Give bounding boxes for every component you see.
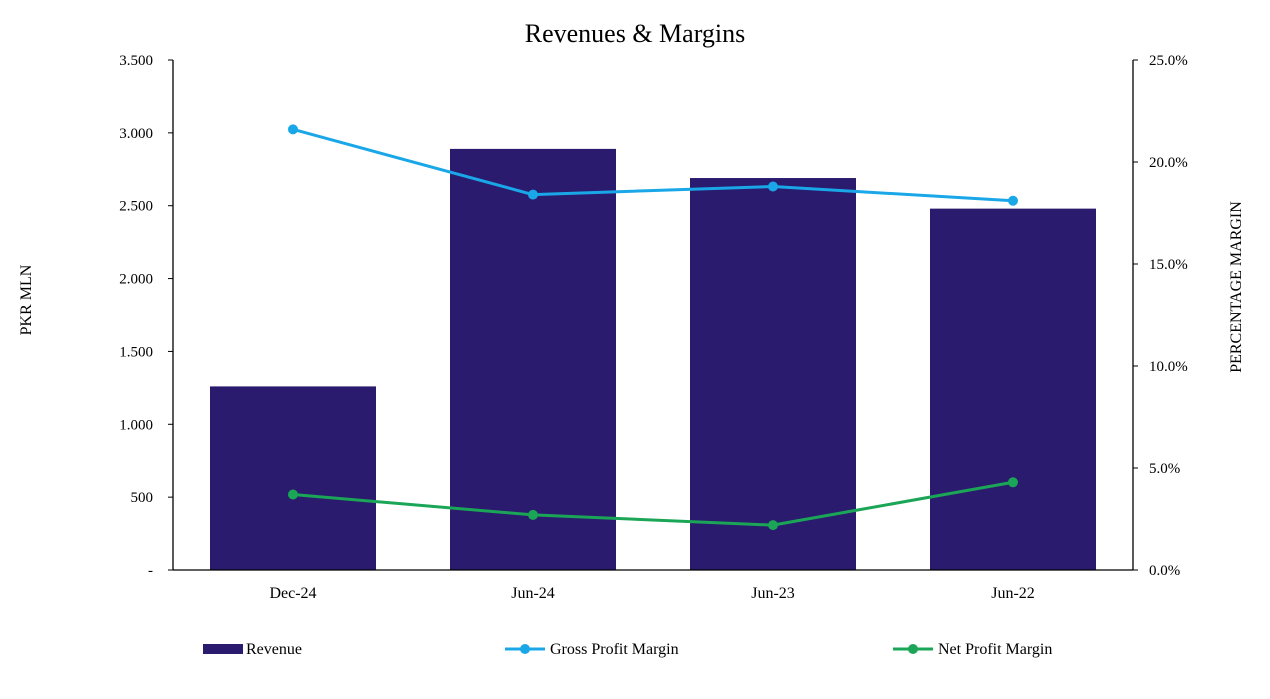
gross-profit-margin-point: [528, 189, 538, 200]
y-tick-label: 500: [131, 490, 154, 506]
y-tick-label: 2.000: [119, 272, 153, 288]
x-tick-label: Dec-24: [269, 585, 316, 602]
legend-marker-net-profit-margin: [908, 644, 918, 654]
revenue-bar: [690, 178, 856, 570]
y-tick-label: 3.000: [119, 126, 153, 142]
y-tick-label: 1.500: [119, 344, 153, 360]
legend-label-revenue: Revenue: [246, 641, 302, 658]
y-tick-label: 1.000: [119, 417, 153, 433]
plot-area: - 500 1.000 1.500 2.000 2.500 3.000 3.500 0.0% 5.…: [119, 53, 1188, 602]
y-tick-label: -: [148, 563, 153, 579]
net-profit-margin-point: [1008, 477, 1018, 488]
gross-profit-margin-line: [292, 127, 1014, 203]
chart-title: Revenues & Margins: [525, 19, 746, 48]
legend-swatch-revenue: [203, 644, 243, 654]
net-profit-margin-point: [288, 489, 298, 500]
y2-tick-label: 5.0%: [1149, 461, 1180, 477]
x-tick-label: Jun-24: [511, 585, 555, 602]
y2-tick-label: 25.0%: [1149, 53, 1188, 69]
y2-tick-label: 15.0%: [1149, 257, 1188, 273]
revenue-bar: [450, 148, 616, 570]
x-tick-label: Jun-22: [991, 585, 1035, 602]
legend-label-net-profit-margin: Net Profit Margin: [938, 641, 1052, 658]
net-profit-margin-line: [292, 480, 1014, 527]
legend-label-gross-profit-margin: Gross Profit Margin: [550, 641, 679, 658]
y2-tick-label: 20.0%: [1149, 155, 1188, 171]
x-tick-label: Jun-23: [751, 585, 795, 602]
revenue-bar: [210, 386, 376, 570]
y-axis-label: PKR MLN: [18, 264, 35, 335]
y2-axis-label: PERCENTAGE MARGIN: [1228, 201, 1245, 373]
y2-tick-label: 0.0%: [1149, 563, 1180, 579]
y-tick-label: 2.500: [119, 199, 153, 215]
revenue-bar: [930, 208, 1096, 570]
y2-tick-label: 10.0%: [1149, 359, 1188, 375]
gross-profit-margin-point: [1008, 195, 1018, 206]
gross-profit-margin-point: [768, 181, 778, 192]
y-tick-label: 3.500: [119, 53, 153, 69]
legend: Revenue Gross Profit Margin Net Profit Mar…: [203, 641, 1052, 658]
legend-marker-gross-profit-margin: [520, 644, 530, 654]
net-profit-margin-point: [768, 520, 778, 531]
gross-profit-margin-point: [288, 124, 298, 135]
net-profit-margin-point: [528, 509, 538, 520]
